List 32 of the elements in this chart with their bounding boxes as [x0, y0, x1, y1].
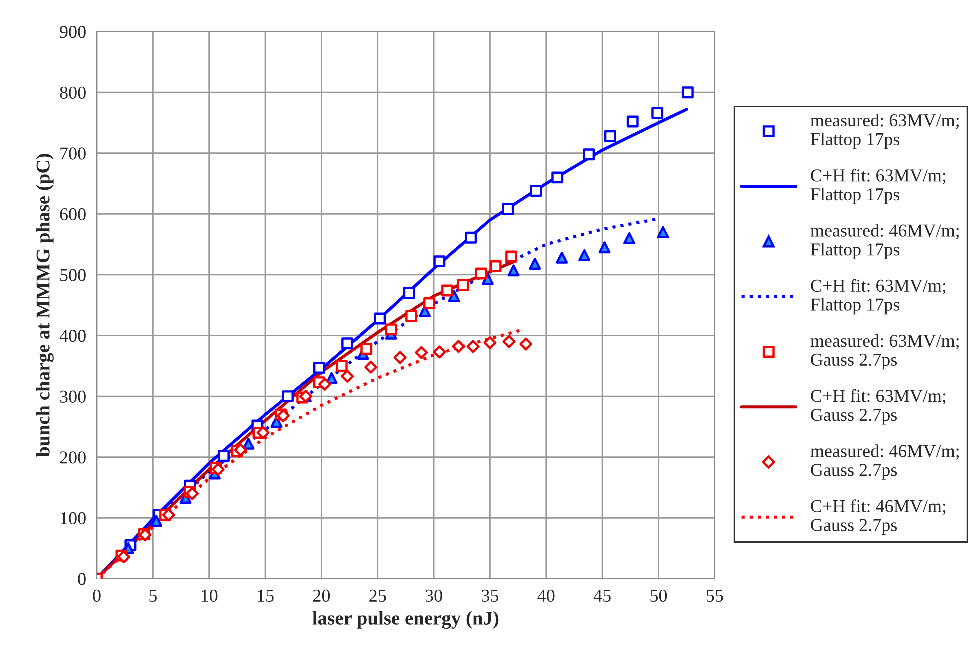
- x-tick-label: 5: [150, 590, 157, 602]
- y-tick-label: 400: [60, 330, 86, 342]
- x-tick-label: 10: [202, 590, 218, 602]
- x-tick-label: 25: [370, 590, 386, 602]
- y-tick-label: 800: [60, 86, 86, 100]
- x-tick-label: 45: [594, 590, 611, 602]
- y-axis-title: bunch charge at MMMG phase (pC): [36, 154, 54, 458]
- legend-label: measured: 63MV/m; Gauss 2.7ps: [810, 334, 959, 370]
- x-tick-label: 20: [313, 590, 330, 602]
- y-tick-label: 700: [60, 148, 86, 160]
- legend-label: measured: 46MV/m; Gauss 2.7ps: [810, 444, 959, 480]
- x-tick-label: 0: [93, 590, 101, 602]
- x-tick-label: 30: [426, 590, 442, 602]
- y-tick-label: 900: [60, 26, 86, 38]
- y-tick-label: 500: [60, 269, 86, 282]
- legend-label: measured: 46MV/m; Flattop 17ps: [810, 224, 959, 260]
- x-tick-label: 15: [258, 590, 274, 602]
- x-axis-title: laser pulse energy (nJ): [312, 611, 499, 630]
- legend-label: C+H fit: 46MV/m; Gauss 2.7ps: [811, 500, 946, 536]
- y-tick-label: 100: [61, 512, 86, 525]
- x-tick-label: 55: [706, 590, 724, 602]
- legend-label: C+H fit: 63MV/m; Flattop 17ps: [810, 168, 946, 204]
- legend-label: C+H fit: 63MV/m; Gauss 2.7ps: [811, 389, 946, 425]
- y-tick-label: 0: [78, 573, 86, 586]
- x-tick-label: 35: [482, 590, 499, 602]
- x-tick-label: 50: [650, 590, 668, 602]
- y-tick-label: 300: [60, 390, 86, 403]
- x-tick-label: 40: [538, 590, 555, 602]
- y-tick-label: 600: [60, 208, 86, 221]
- legend-label: measured: 63MV/m; Flattop 17ps: [810, 114, 959, 150]
- legend-label: C+H fit: 63MV/m; Flattop 17ps: [810, 279, 946, 315]
- y-tick-label: 200: [60, 452, 86, 464]
